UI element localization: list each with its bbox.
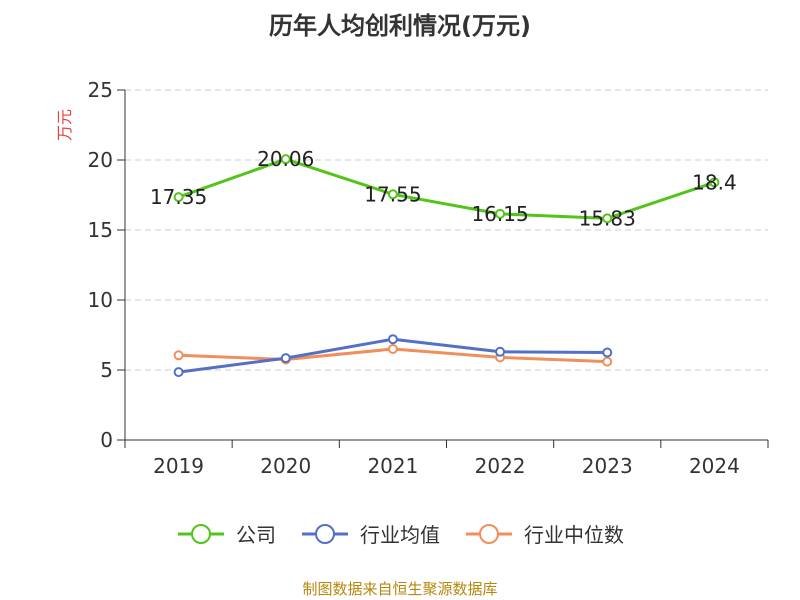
data-point (387, 189, 398, 200)
legend-label: 行业中位数 (524, 523, 624, 547)
y-tick-label: 15 (88, 218, 113, 242)
x-tick-label: 2019 (153, 454, 204, 478)
data-point (495, 346, 506, 357)
data-point (602, 347, 613, 358)
chart-legend: 公司 行业均值 行业中位数 (0, 519, 800, 548)
chart-title: 历年人均创利情况(万元) (269, 12, 531, 40)
y-tick-label: 0 (100, 428, 113, 452)
y-axis-label: 万元 (55, 109, 74, 141)
y-tick-label: 25 (88, 78, 113, 102)
legend-item[interactable]: 行业均值 (300, 519, 440, 548)
x-tick-label: 2024 (689, 454, 740, 478)
line-chart: 万元 0 5 10 15 20 25 2019 2020 2021 2022 2023 2024 17.… (55, 78, 769, 478)
legend-label: 行业均值 (360, 523, 440, 547)
data-point (709, 177, 720, 188)
data-point (173, 192, 184, 203)
data-point (280, 154, 291, 165)
x-tick-label: 2022 (475, 454, 526, 478)
data-label: 15.83 (579, 206, 636, 230)
y-tick-label: 10 (88, 288, 113, 312)
legend-symbol (178, 523, 224, 544)
legend-symbol (302, 523, 348, 544)
data-point (173, 367, 184, 378)
data-label: 17.35 (150, 185, 207, 209)
data-label: 18.4 (692, 170, 737, 194)
y-tick-label: 5 (100, 358, 113, 382)
data-point (280, 353, 291, 364)
y-tick-label: 20 (88, 148, 113, 172)
data-label: 17.55 (364, 182, 421, 206)
x-tick-label: 2020 (260, 454, 311, 478)
data-point (495, 208, 506, 219)
data-point (602, 213, 613, 224)
data-point (387, 334, 398, 345)
data-label: 20.06 (257, 147, 314, 171)
data-label: 16.15 (471, 202, 528, 226)
legend-item[interactable]: 公司 (176, 519, 276, 548)
data-source-note: 制图数据来自恒生聚源数据库 (302, 580, 498, 598)
data-point (602, 356, 613, 367)
data-point (387, 344, 398, 354)
series-line (178, 157, 715, 220)
x-tick-label: 2023 (582, 454, 633, 478)
legend-item[interactable]: 行业中位数 (464, 519, 624, 548)
data-point (173, 350, 184, 361)
x-tick-label: 2021 (367, 454, 418, 478)
legend-symbol (466, 523, 512, 544)
legend-label: 公司 (236, 523, 276, 547)
